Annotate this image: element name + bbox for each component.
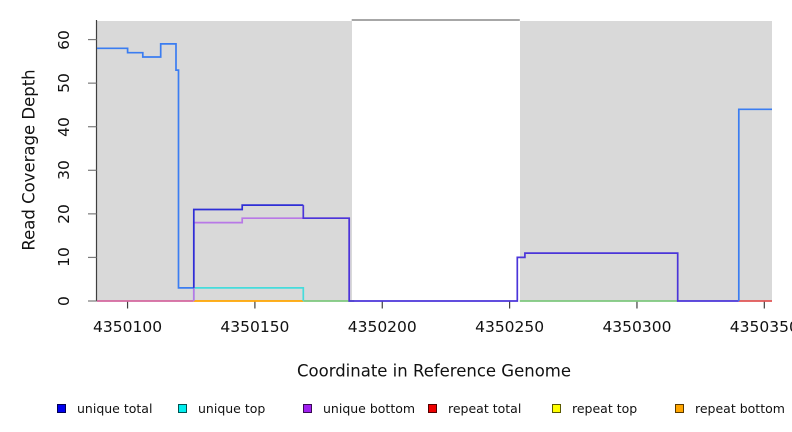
legend-swatch-icon [178,403,187,413]
legend-item-repeat-total: repeat total [428,400,521,416]
x-tick-label: 4350350 [729,318,792,336]
x-tick-label: 4350150 [220,318,290,336]
legend-label: repeat total [448,400,522,416]
legend-item-unique-top: unique top [178,400,265,416]
legend-label: repeat bottom [695,400,785,416]
x-tick-label: 4350100 [93,318,163,336]
y-tick-label: 20 [55,203,73,224]
y-tick-label: 40 [55,116,73,137]
series-segment-unique-top-cyan [192,287,305,301]
legend-item-unique-bottom: unique bottom [303,400,415,416]
shaded-region [97,20,352,302]
legend-swatch-icon [675,403,684,413]
legend-swatch-icon [303,403,312,413]
chart-canvas [88,19,772,309]
series-segment-total-right [737,108,772,301]
legend-label: unique bottom [323,400,416,416]
shaded-region [519,20,772,302]
legend-label: unique top [198,400,266,416]
legend-swatch-icon [57,403,66,413]
y-tick-label: 30 [55,160,73,181]
y-tick-label: 60 [55,29,73,50]
x-tick-label: 4350200 [347,318,417,336]
y-tick-label: 0 [55,296,73,306]
series-segment-total-mid [192,204,304,288]
legend-label: repeat top [572,400,638,416]
legend-swatch-icon [428,403,437,413]
series-segment-total-left [97,43,194,289]
legend-item-unique-total: unique total [57,400,152,416]
legend-label: unique total [77,400,153,416]
series-segment-total-overlap [302,205,739,302]
legend-swatch-icon [552,403,561,413]
y-tick-label: 50 [55,73,73,94]
x-tick-label: 4350250 [475,318,545,336]
x-axis-title: Coordinate in Reference Genome [296,361,572,381]
legend-item-repeat-top: repeat top [552,400,637,416]
y-axis-title: Read Coverage Depth [19,69,39,251]
y-tick-label: 10 [55,247,73,268]
legend-item-repeat-bottom: repeat bottom [675,400,785,416]
x-tick-label: 4350300 [602,318,672,336]
